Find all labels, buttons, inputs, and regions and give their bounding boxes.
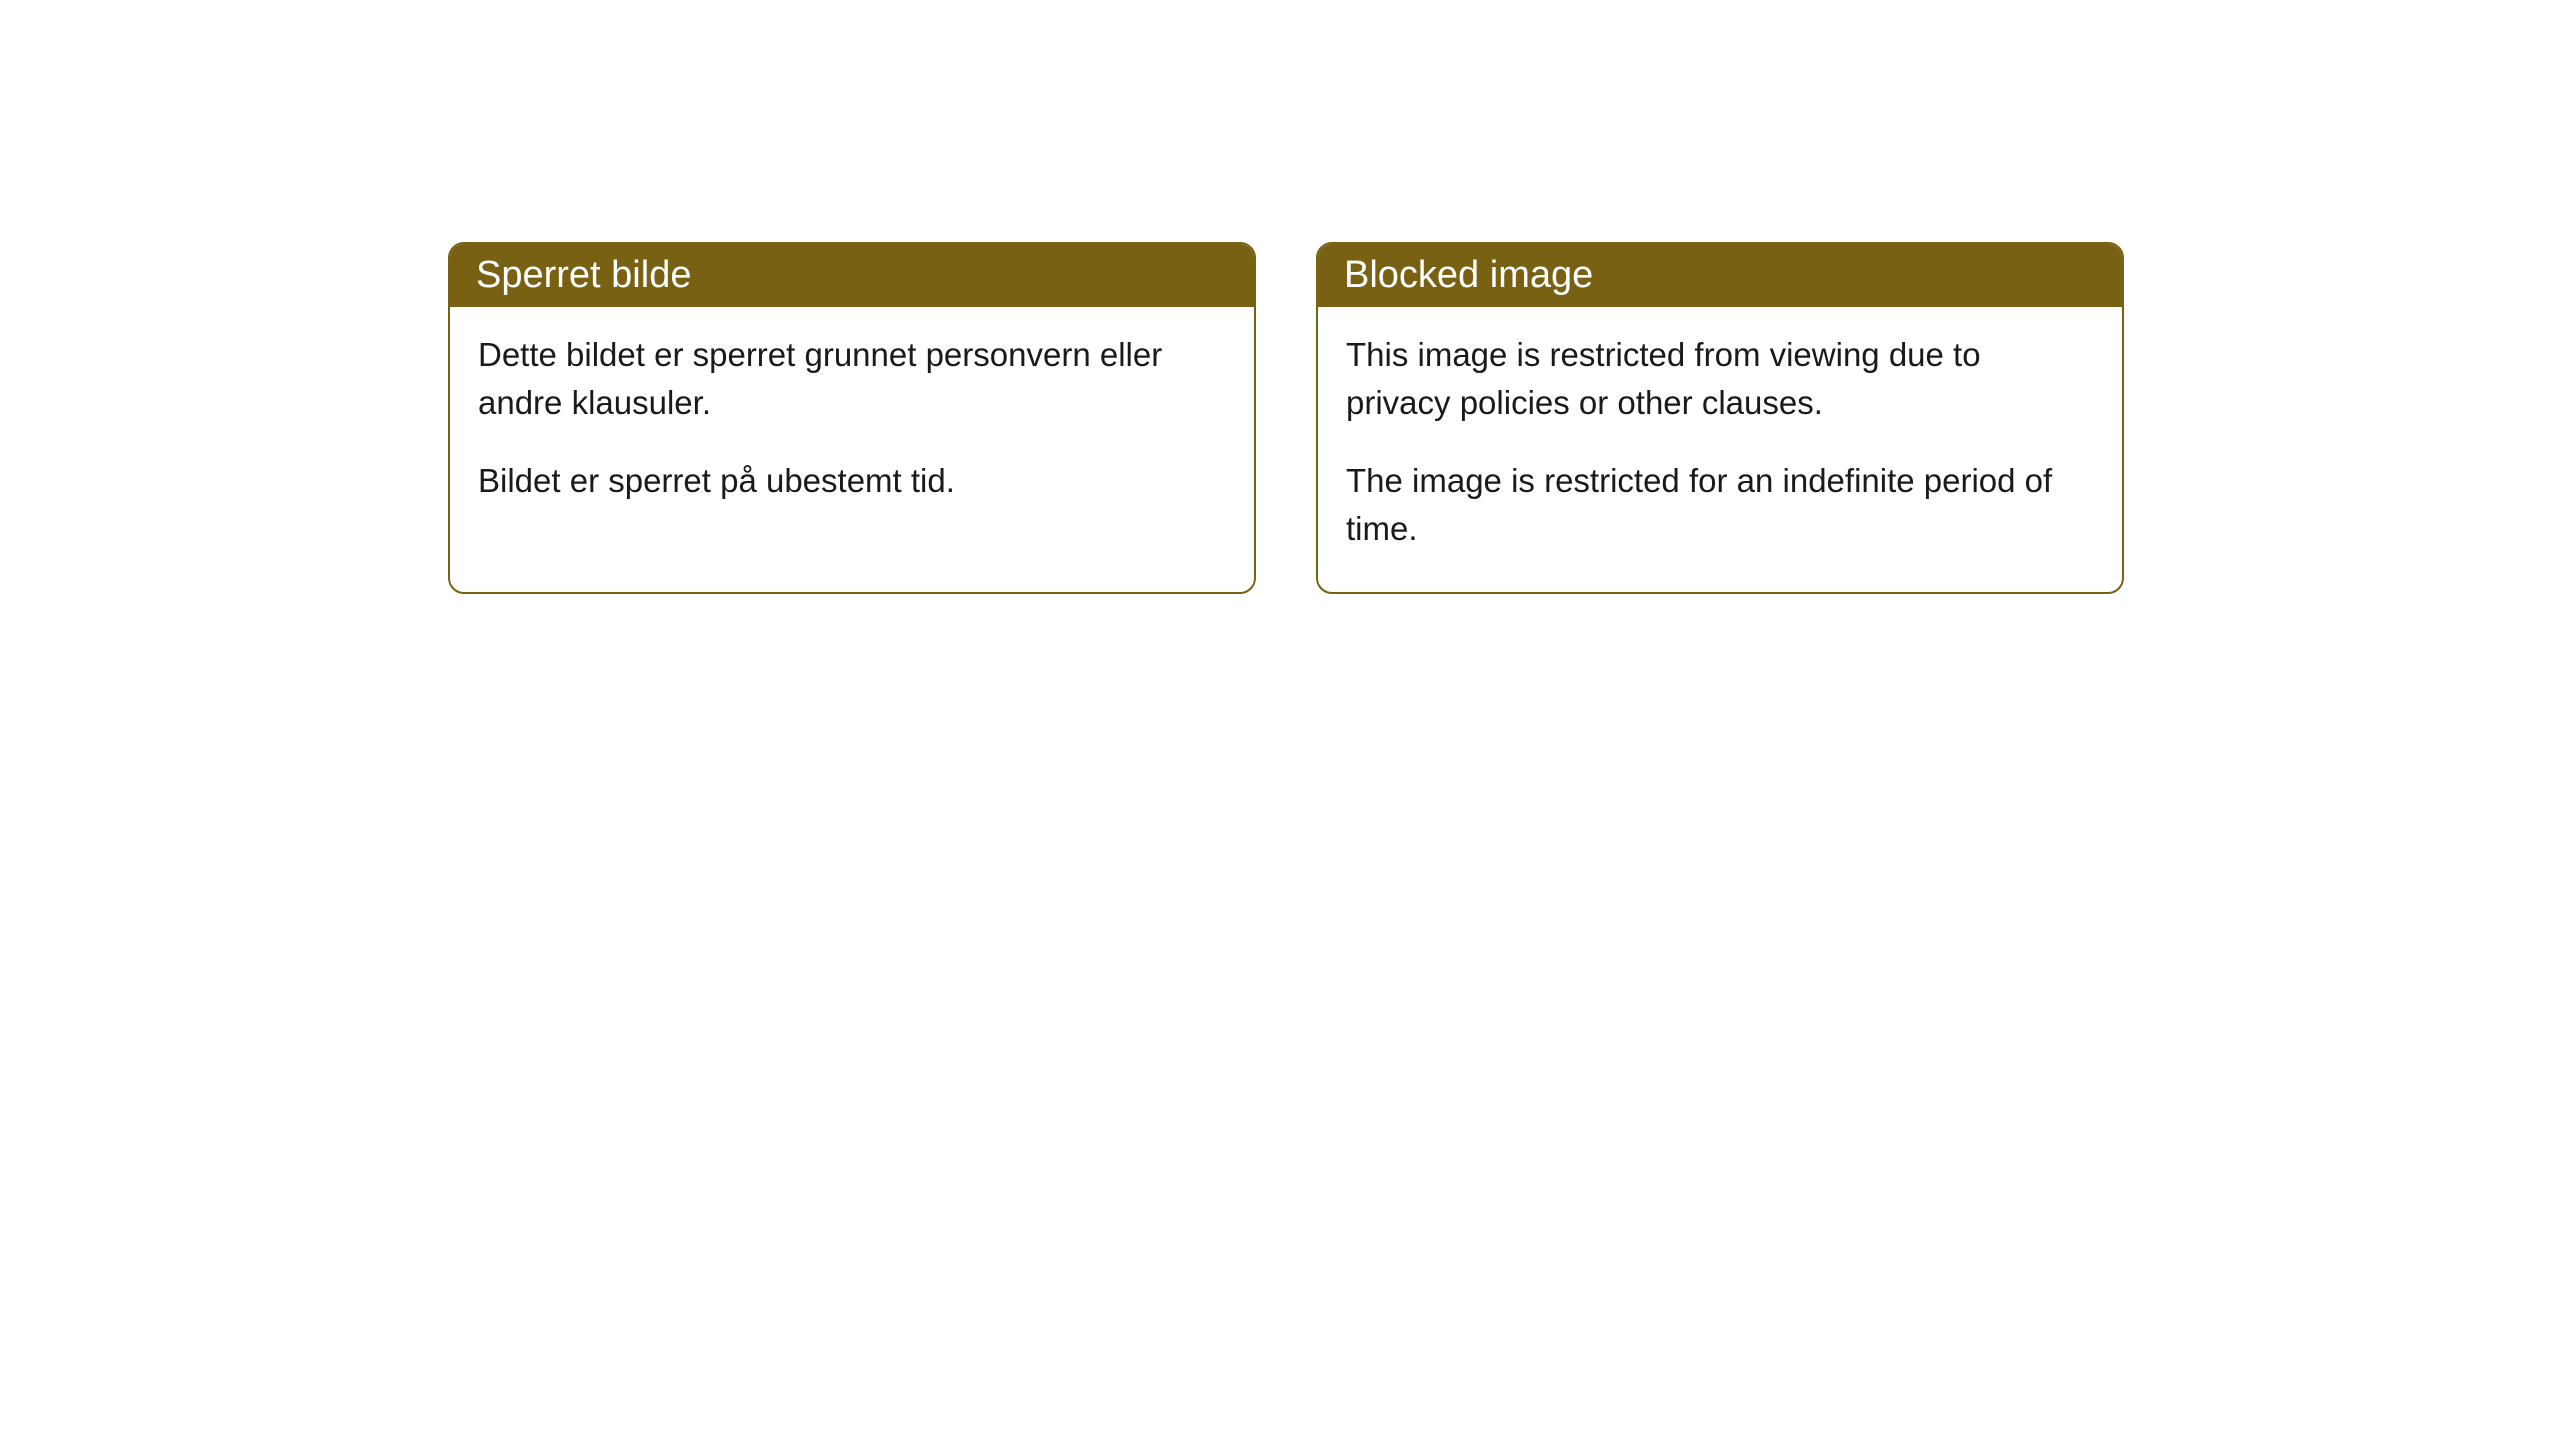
card-paragraph: Dette bildet er sperret grunnet personve… [478,331,1226,427]
notice-card-norwegian: Sperret bilde Dette bildet er sperret gr… [448,242,1256,594]
card-title: Blocked image [1344,254,1593,296]
card-paragraph: Bildet er sperret på ubestemt tid. [478,457,1226,505]
card-paragraph: The image is restricted for an indefinit… [1346,457,2094,553]
card-header: Blocked image [1318,244,2122,307]
card-body: This image is restricted from viewing du… [1318,307,2122,592]
notice-cards-container: Sperret bilde Dette bildet er sperret gr… [448,242,2124,594]
card-body: Dette bildet er sperret grunnet personve… [450,307,1254,545]
card-header: Sperret bilde [450,244,1254,307]
card-title: Sperret bilde [476,254,691,296]
notice-card-english: Blocked image This image is restricted f… [1316,242,2124,594]
card-paragraph: This image is restricted from viewing du… [1346,331,2094,427]
